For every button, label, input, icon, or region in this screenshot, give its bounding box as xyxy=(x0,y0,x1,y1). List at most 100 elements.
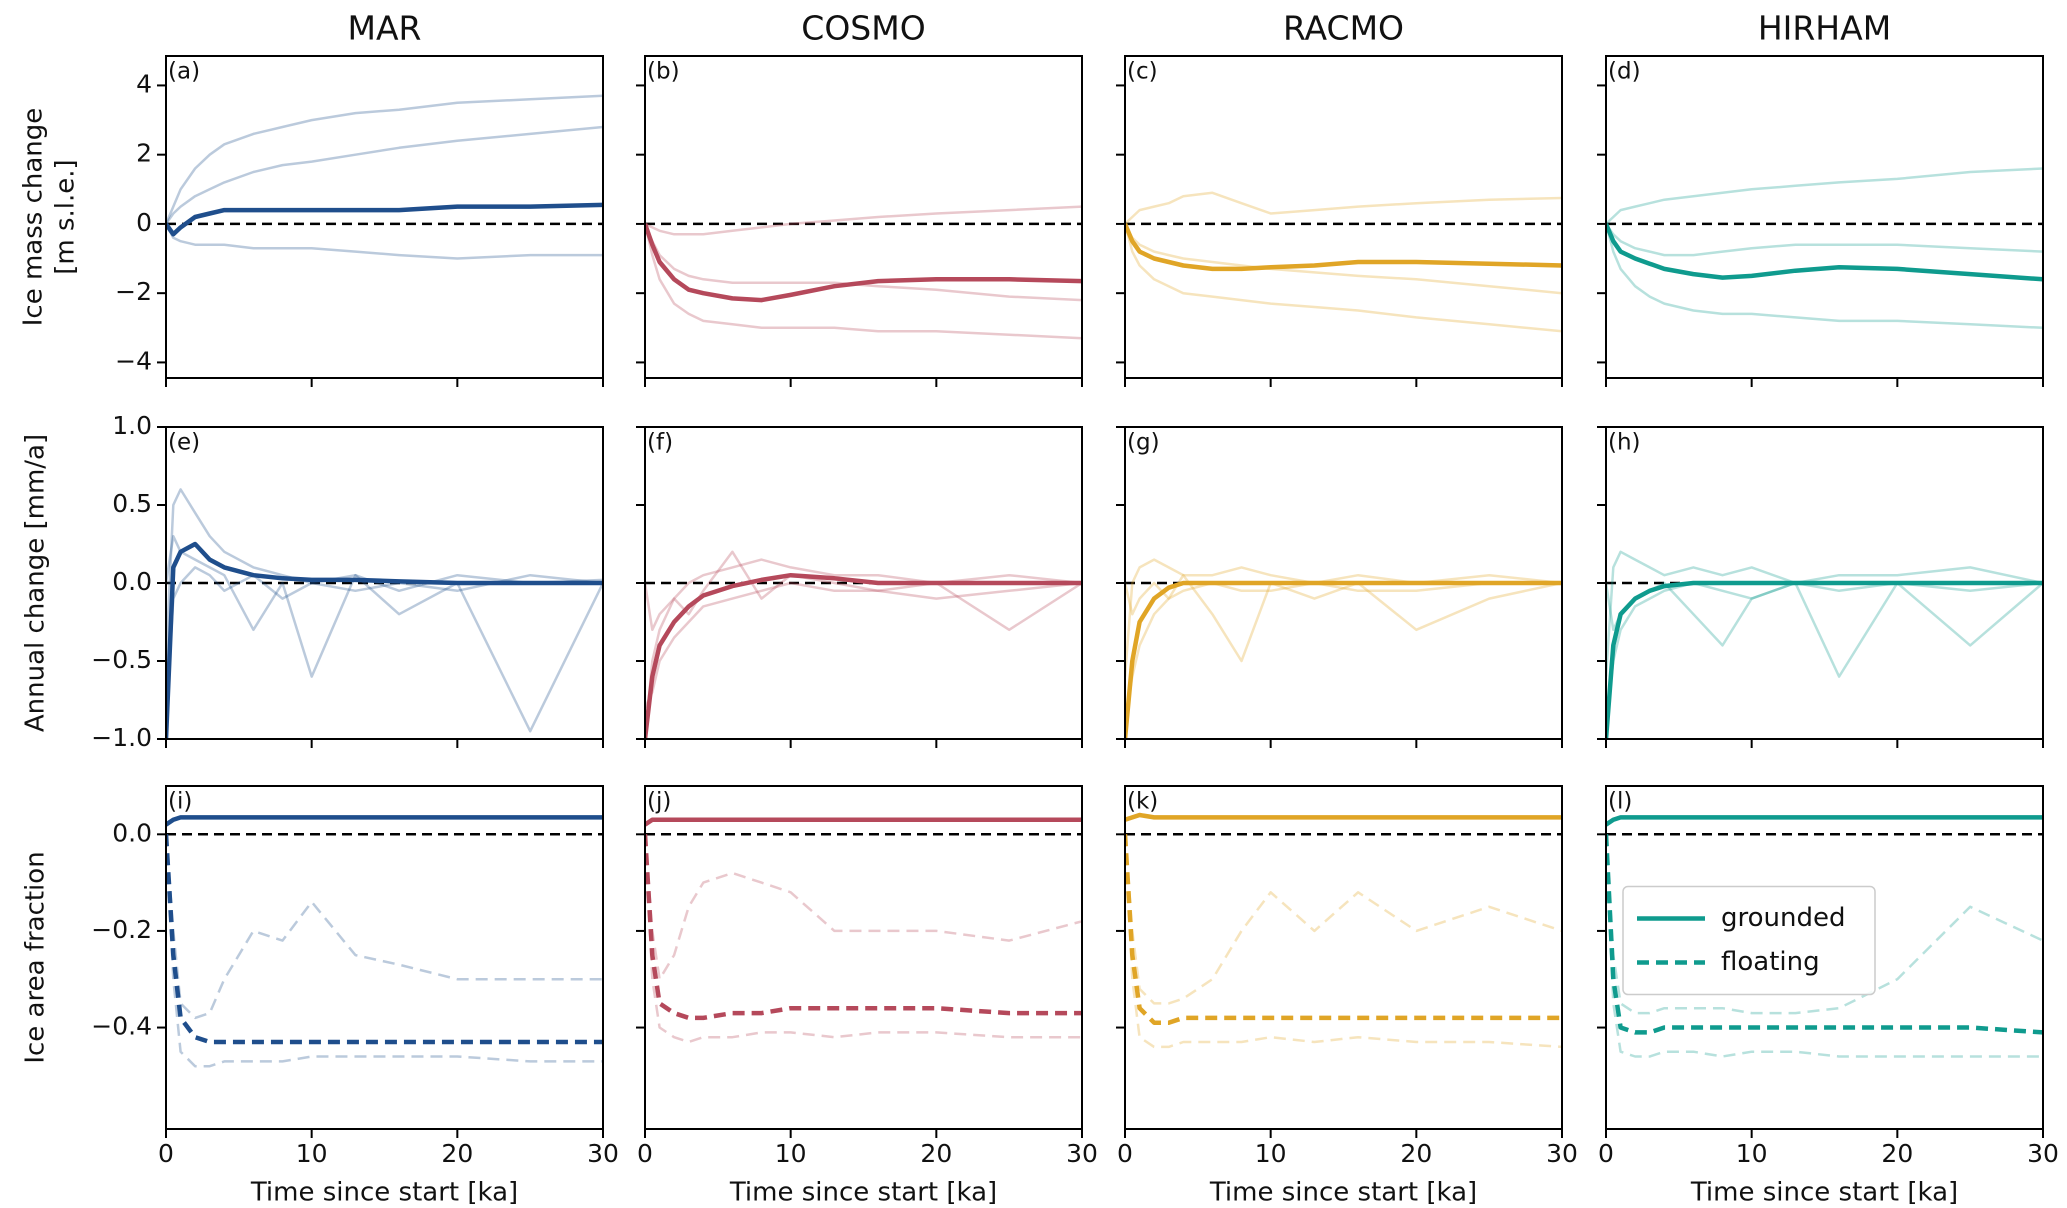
series-line xyxy=(1125,834,1562,1025)
panel-label: (b) xyxy=(647,59,680,85)
y-axis-label: [m s.l.e.] xyxy=(51,159,81,274)
y-tick-label: 0.0 xyxy=(112,567,152,596)
x-tick-label: 0 xyxy=(1598,1139,1614,1168)
series-line xyxy=(1125,580,1562,739)
y-axis-label: Ice mass change xyxy=(19,108,49,327)
axes-frame xyxy=(644,55,1083,379)
x-tick-label: 20 xyxy=(1881,1139,1913,1168)
series-line xyxy=(1606,581,2043,724)
series-line xyxy=(1125,573,1562,663)
series-line xyxy=(1125,581,1562,724)
y-tick-label: −0.2 xyxy=(91,915,152,944)
series-line xyxy=(645,223,1082,303)
x-axis-label: Time since start [ka] xyxy=(1209,1178,1477,1208)
series-line xyxy=(1125,834,1562,1049)
x-tick-label: 20 xyxy=(1400,1139,1432,1168)
plot-area xyxy=(1125,812,1562,1049)
axes-frame xyxy=(1605,55,2044,379)
x-axis-label: Time since start [ka] xyxy=(250,1178,518,1208)
y-axis-label: Annual change [mm/a] xyxy=(21,434,51,732)
column-title: RACMO xyxy=(1283,9,1404,48)
series-line xyxy=(1606,580,2043,739)
plot-area xyxy=(1125,558,1562,739)
plot-area xyxy=(645,550,1082,739)
plot-area xyxy=(166,815,603,1068)
plot-area xyxy=(1606,167,2043,330)
column-title: HIRHAM xyxy=(1758,9,1891,48)
column-title: MAR xyxy=(348,9,422,48)
y-tick-label: −4 xyxy=(115,346,152,375)
panel-label: (i) xyxy=(168,789,192,815)
column-title: COSMO xyxy=(801,9,925,48)
y-tick-label: 4 xyxy=(136,69,152,98)
panel-label: (c) xyxy=(1127,59,1158,85)
x-tick-label: 0 xyxy=(637,1139,653,1168)
series-line xyxy=(1606,223,2043,330)
series-line xyxy=(1606,834,2043,1015)
y-tick-label: −0.4 xyxy=(91,1012,152,1041)
axes-frame xyxy=(644,785,1083,1130)
x-tick-label: 20 xyxy=(441,1139,473,1168)
series-line xyxy=(1125,812,1562,822)
series-line xyxy=(1606,167,2043,225)
series-line xyxy=(645,572,1082,739)
series-line xyxy=(166,223,603,260)
series-line xyxy=(166,834,603,1020)
series-line xyxy=(645,834,1082,1021)
x-tick-label: 30 xyxy=(2027,1139,2059,1168)
x-tick-label: 0 xyxy=(1117,1139,1133,1168)
y-tick-label: 1.0 xyxy=(112,411,152,440)
x-tick-label: 0 xyxy=(158,1139,174,1168)
axes-frame xyxy=(165,785,604,1130)
y-axis-label: Ice area fraction xyxy=(21,851,51,1063)
x-tick-label: 20 xyxy=(920,1139,952,1168)
series-line xyxy=(166,488,603,662)
plot-area xyxy=(166,488,603,739)
series-line xyxy=(1606,581,2043,678)
series-line xyxy=(166,815,603,827)
series-line xyxy=(645,581,1082,709)
panel-label: (a) xyxy=(168,59,200,85)
x-tick-label: 10 xyxy=(775,1139,807,1168)
x-tick-label: 30 xyxy=(587,1139,619,1168)
legend-box xyxy=(1622,885,1876,996)
axes-frame xyxy=(1124,55,1563,379)
series-line xyxy=(645,817,1082,827)
series-line xyxy=(166,202,603,237)
x-tick-label: 30 xyxy=(1066,1139,1098,1168)
series-line xyxy=(166,834,603,1068)
y-tick-label: 2 xyxy=(136,139,152,168)
x-tick-label: 30 xyxy=(1546,1139,1578,1168)
series-line xyxy=(1606,834,2043,1058)
panel-label: (j) xyxy=(647,789,671,815)
series-line xyxy=(645,834,1082,981)
panel-label: (f) xyxy=(647,430,673,456)
x-tick-label: 10 xyxy=(296,1139,328,1168)
axes-frame xyxy=(1124,785,1563,1130)
plot-area xyxy=(1125,191,1562,333)
series-line xyxy=(1606,223,2043,257)
panel-label: (d) xyxy=(1608,59,1641,85)
legend-label: grounded xyxy=(1721,903,1846,933)
series-line xyxy=(166,834,603,1045)
series-line xyxy=(645,223,1082,302)
series-line xyxy=(1125,558,1562,677)
series-line xyxy=(1606,815,2043,827)
series-line xyxy=(1125,223,1562,272)
series-line xyxy=(166,94,603,225)
panel-label: (l) xyxy=(1608,789,1632,815)
series-line xyxy=(645,205,1082,236)
y-tick-label: −0.5 xyxy=(91,645,152,674)
series-line xyxy=(1606,834,2043,1035)
y-tick-label: −2 xyxy=(115,277,152,306)
series-line xyxy=(166,541,603,739)
series-line xyxy=(645,223,1082,340)
panel-label: (k) xyxy=(1127,789,1158,815)
plot-area xyxy=(1606,815,2043,1058)
series-line xyxy=(1125,191,1562,225)
y-tick-label: −1.0 xyxy=(91,723,152,752)
series-line xyxy=(1606,223,2043,282)
plot-area xyxy=(645,817,1082,1044)
axes-frame xyxy=(165,55,604,379)
